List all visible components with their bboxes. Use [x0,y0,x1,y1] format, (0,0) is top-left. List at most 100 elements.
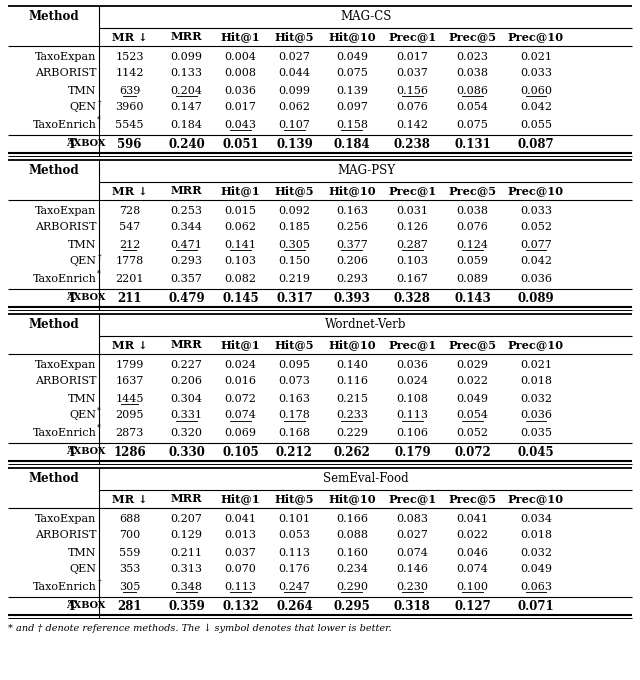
Text: 0.074: 0.074 [456,564,488,575]
Text: 0.185: 0.185 [278,222,310,233]
Text: 0.004: 0.004 [225,52,257,61]
Text: Method: Method [29,473,79,486]
Text: *: * [97,407,101,415]
Text: 0.059: 0.059 [456,256,488,267]
Text: 0.077: 0.077 [520,239,552,250]
Text: Method: Method [29,165,79,177]
Text: Wordnet-Verb: Wordnet-Verb [325,318,407,332]
Text: 0.036: 0.036 [225,86,257,95]
Text: 0.029: 0.029 [456,360,488,369]
Text: 0.233: 0.233 [336,411,368,420]
Text: ARBORIST: ARBORIST [35,69,97,78]
Text: 0.092: 0.092 [278,205,310,216]
Text: 0.062: 0.062 [278,103,310,112]
Text: 0.018: 0.018 [520,377,552,386]
Text: 0.105: 0.105 [222,445,259,458]
Text: 0.036: 0.036 [396,360,428,369]
Text: 0.176: 0.176 [278,564,310,575]
Text: 2873: 2873 [115,428,144,437]
Text: Method: Method [29,10,79,24]
Text: 0.022: 0.022 [456,530,488,541]
Text: SemEval-Food: SemEval-Food [323,473,409,486]
Text: Hit@5: Hit@5 [275,186,314,197]
Text: 559: 559 [119,547,140,558]
Text: Hit@1: Hit@1 [221,339,260,350]
Text: Hit@10: Hit@10 [328,31,376,42]
Text: Hit@5: Hit@5 [275,339,314,350]
Text: MRR: MRR [171,186,202,197]
Text: MR ↓: MR ↓ [112,186,147,197]
Text: 0.046: 0.046 [456,547,488,558]
Text: QEN: QEN [69,564,97,575]
Text: TMN: TMN [68,394,97,403]
Text: 0.142: 0.142 [396,120,428,129]
Text: 596: 596 [118,137,142,150]
Text: 0.328: 0.328 [394,292,431,305]
Text: *: * [97,424,101,432]
Text: 3960: 3960 [115,103,144,112]
Text: 0.023: 0.023 [456,52,488,61]
Text: 0.052: 0.052 [520,222,552,233]
Text: 0.076: 0.076 [396,103,428,112]
Text: 0.471: 0.471 [170,239,202,250]
Text: Prec@1: Prec@1 [388,494,436,505]
Text: 0.348: 0.348 [170,581,202,592]
Text: Hit@5: Hit@5 [275,31,314,42]
Text: †: † [97,578,101,585]
Text: †: † [97,99,101,107]
Text: MRR: MRR [171,31,202,42]
Text: 0.129: 0.129 [170,530,202,541]
Text: MR ↓: MR ↓ [112,494,147,505]
Text: 1142: 1142 [115,69,144,78]
Text: 0.253: 0.253 [170,205,202,216]
Text: 0.099: 0.099 [170,52,202,61]
Text: 0.032: 0.032 [520,547,552,558]
Text: 0.095: 0.095 [278,360,310,369]
Text: Hit@10: Hit@10 [328,339,376,350]
Text: 0.184: 0.184 [333,137,370,150]
Text: 212: 212 [119,239,140,250]
Text: Method: Method [29,318,79,332]
Text: 0.331: 0.331 [170,411,202,420]
Text: 0.132: 0.132 [222,600,259,613]
Text: 0.168: 0.168 [278,428,310,437]
Text: 0.207: 0.207 [170,513,202,524]
Text: 0.082: 0.082 [225,273,257,284]
Text: 0.075: 0.075 [456,120,488,129]
Text: 0.021: 0.021 [520,52,552,61]
Text: 0.140: 0.140 [336,360,368,369]
Text: 547: 547 [119,222,140,233]
Text: 0.069: 0.069 [225,428,257,437]
Text: TMN: TMN [68,239,97,250]
Text: 0.108: 0.108 [396,394,428,403]
Text: 0.133: 0.133 [170,69,202,78]
Text: AXBOX: AXBOX [66,294,105,303]
Text: 0.163: 0.163 [278,394,310,403]
Text: 0.103: 0.103 [225,256,257,267]
Text: Hit@10: Hit@10 [328,186,376,197]
Text: Prec@1: Prec@1 [388,31,436,42]
Text: Hit@1: Hit@1 [221,494,260,505]
Text: 0.320: 0.320 [170,428,202,437]
Text: ARBORIST: ARBORIST [35,222,97,233]
Text: 353: 353 [119,564,140,575]
Text: 0.055: 0.055 [520,120,552,129]
Text: Prec@5: Prec@5 [449,339,497,350]
Text: 0.063: 0.063 [520,581,552,592]
Text: ARBORIST: ARBORIST [35,530,97,541]
Text: 0.146: 0.146 [396,564,428,575]
Text: T: T [68,600,76,613]
Text: 0.145: 0.145 [222,292,259,305]
Text: 0.116: 0.116 [336,377,368,386]
Text: 0.167: 0.167 [396,273,428,284]
Text: 0.206: 0.206 [170,377,202,386]
Text: 0.479: 0.479 [168,292,205,305]
Text: QEN: QEN [69,411,97,420]
Text: 0.107: 0.107 [278,120,310,129]
Text: 0.083: 0.083 [396,513,428,524]
Text: 0.070: 0.070 [225,564,257,575]
Text: AXBOX: AXBOX [66,139,105,148]
Text: 0.160: 0.160 [336,547,368,558]
Text: 0.229: 0.229 [336,428,368,437]
Text: 0.230: 0.230 [396,581,428,592]
